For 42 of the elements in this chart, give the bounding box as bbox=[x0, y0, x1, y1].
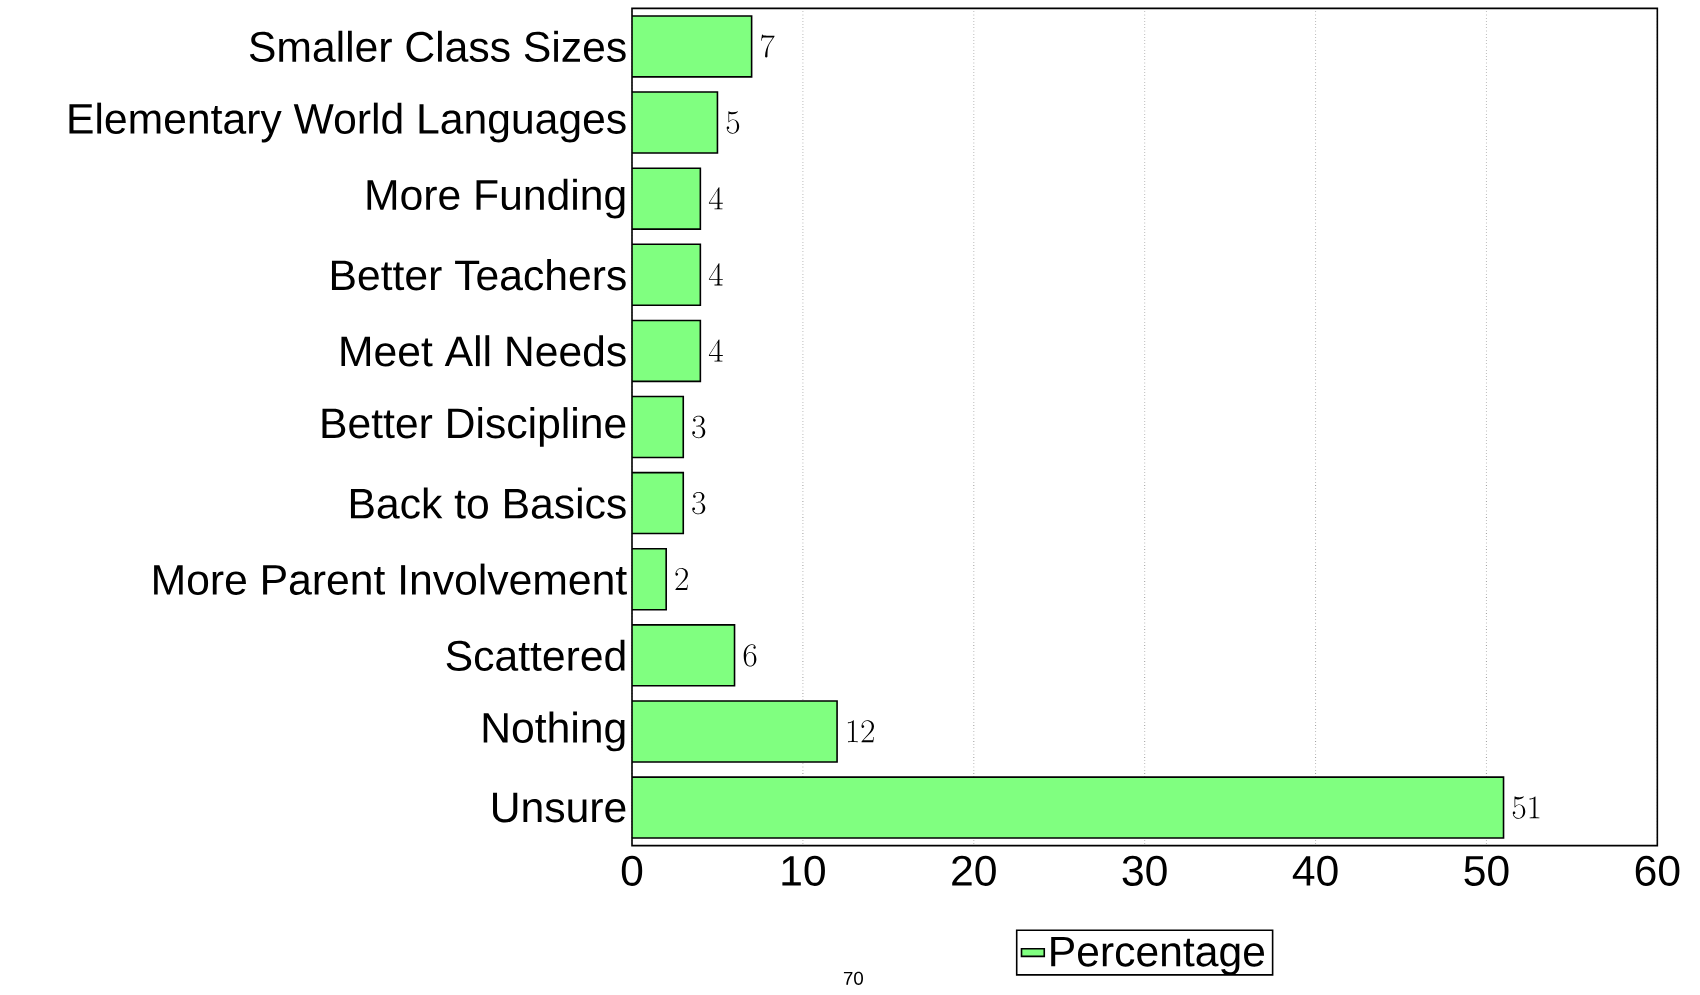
data-label: 4 bbox=[708, 187, 723, 210]
data-label: 4 bbox=[708, 339, 723, 362]
bar bbox=[632, 700, 838, 763]
y-tick-label: Better Discipline bbox=[322, 407, 626, 447]
bar bbox=[632, 91, 719, 154]
x-tick-label: 40 bbox=[1292, 855, 1338, 886]
bar bbox=[632, 624, 736, 687]
bar bbox=[632, 776, 1505, 839]
data-label: 3 bbox=[692, 415, 706, 439]
y-tick-label: Scattered bbox=[446, 639, 625, 672]
data-label: 51 bbox=[1512, 796, 1540, 819]
y-tick-label: More Parent Involvement bbox=[154, 563, 627, 595]
bar bbox=[632, 167, 702, 230]
y-tick-label: Smaller Class Sizes bbox=[249, 30, 626, 63]
bar bbox=[632, 547, 667, 611]
data-label: 5 bbox=[726, 111, 740, 134]
bar bbox=[632, 319, 702, 383]
data-label: 2 bbox=[675, 568, 688, 590]
bar bbox=[632, 15, 753, 78]
text: 70 bbox=[843, 971, 863, 985]
data-label: 6 bbox=[743, 644, 757, 667]
x-tick-label: 20 bbox=[952, 855, 996, 886]
y-tick-label: Back to Basics bbox=[350, 487, 626, 519]
data-label: 7 bbox=[761, 34, 775, 58]
data-label: 3 bbox=[692, 491, 706, 515]
y-tick-label: Nothing bbox=[483, 711, 625, 752]
legend-label: Percentage bbox=[1051, 936, 1265, 976]
bar bbox=[632, 395, 685, 459]
x-tick-label: 50 bbox=[1464, 855, 1509, 886]
bar bbox=[632, 243, 702, 306]
x-tick-label: 60 bbox=[1635, 855, 1680, 886]
y-tick-label: Better Teachers bbox=[331, 259, 626, 291]
x-tick-label: 10 bbox=[782, 855, 825, 886]
y-tick-label: Meet All Needs bbox=[341, 335, 626, 367]
x-tick-label: 30 bbox=[1122, 855, 1167, 886]
y-tick-label: More Funding bbox=[367, 178, 625, 219]
data-label: 4 bbox=[708, 263, 723, 286]
y-tick-label: Unsure bbox=[493, 792, 626, 823]
x-tick-label: 0 bbox=[621, 855, 643, 886]
y-tick-label: Elementary World Languages bbox=[69, 102, 626, 143]
bar bbox=[632, 471, 685, 535]
data-label: 12 bbox=[847, 720, 874, 743]
